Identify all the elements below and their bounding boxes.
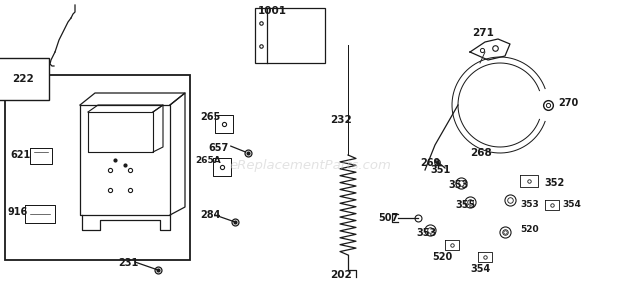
Text: 1001: 1001 xyxy=(258,6,287,16)
Text: 269: 269 xyxy=(420,158,440,168)
Text: 657: 657 xyxy=(208,143,228,153)
Text: 520: 520 xyxy=(520,225,539,234)
Text: 621: 621 xyxy=(10,150,30,160)
Bar xyxy=(5,75,190,260)
Text: 268: 268 xyxy=(470,148,492,158)
Text: 507: 507 xyxy=(378,213,398,223)
Text: 284: 284 xyxy=(200,210,220,220)
Text: 353: 353 xyxy=(520,200,539,209)
Text: 270: 270 xyxy=(558,98,578,108)
Text: 232: 232 xyxy=(330,115,352,125)
Text: 916: 916 xyxy=(8,207,29,217)
Text: 353: 353 xyxy=(448,180,468,190)
Bar xyxy=(255,8,325,63)
Text: 202: 202 xyxy=(330,270,352,280)
Text: 271: 271 xyxy=(472,28,494,38)
Text: 354: 354 xyxy=(562,200,581,209)
Text: 353: 353 xyxy=(416,228,436,238)
Text: 355: 355 xyxy=(455,200,476,210)
Text: 265A: 265A xyxy=(195,156,221,165)
Text: 216: 216 xyxy=(22,62,45,72)
Text: 352: 352 xyxy=(544,178,564,188)
Text: 520: 520 xyxy=(432,252,452,262)
Text: 231: 231 xyxy=(118,258,138,268)
Text: 354: 354 xyxy=(470,264,490,274)
Text: 222: 222 xyxy=(12,74,33,84)
Text: 351: 351 xyxy=(430,165,450,175)
Text: 265: 265 xyxy=(200,112,220,122)
Text: eReplacementParts.com: eReplacementParts.com xyxy=(229,159,391,172)
